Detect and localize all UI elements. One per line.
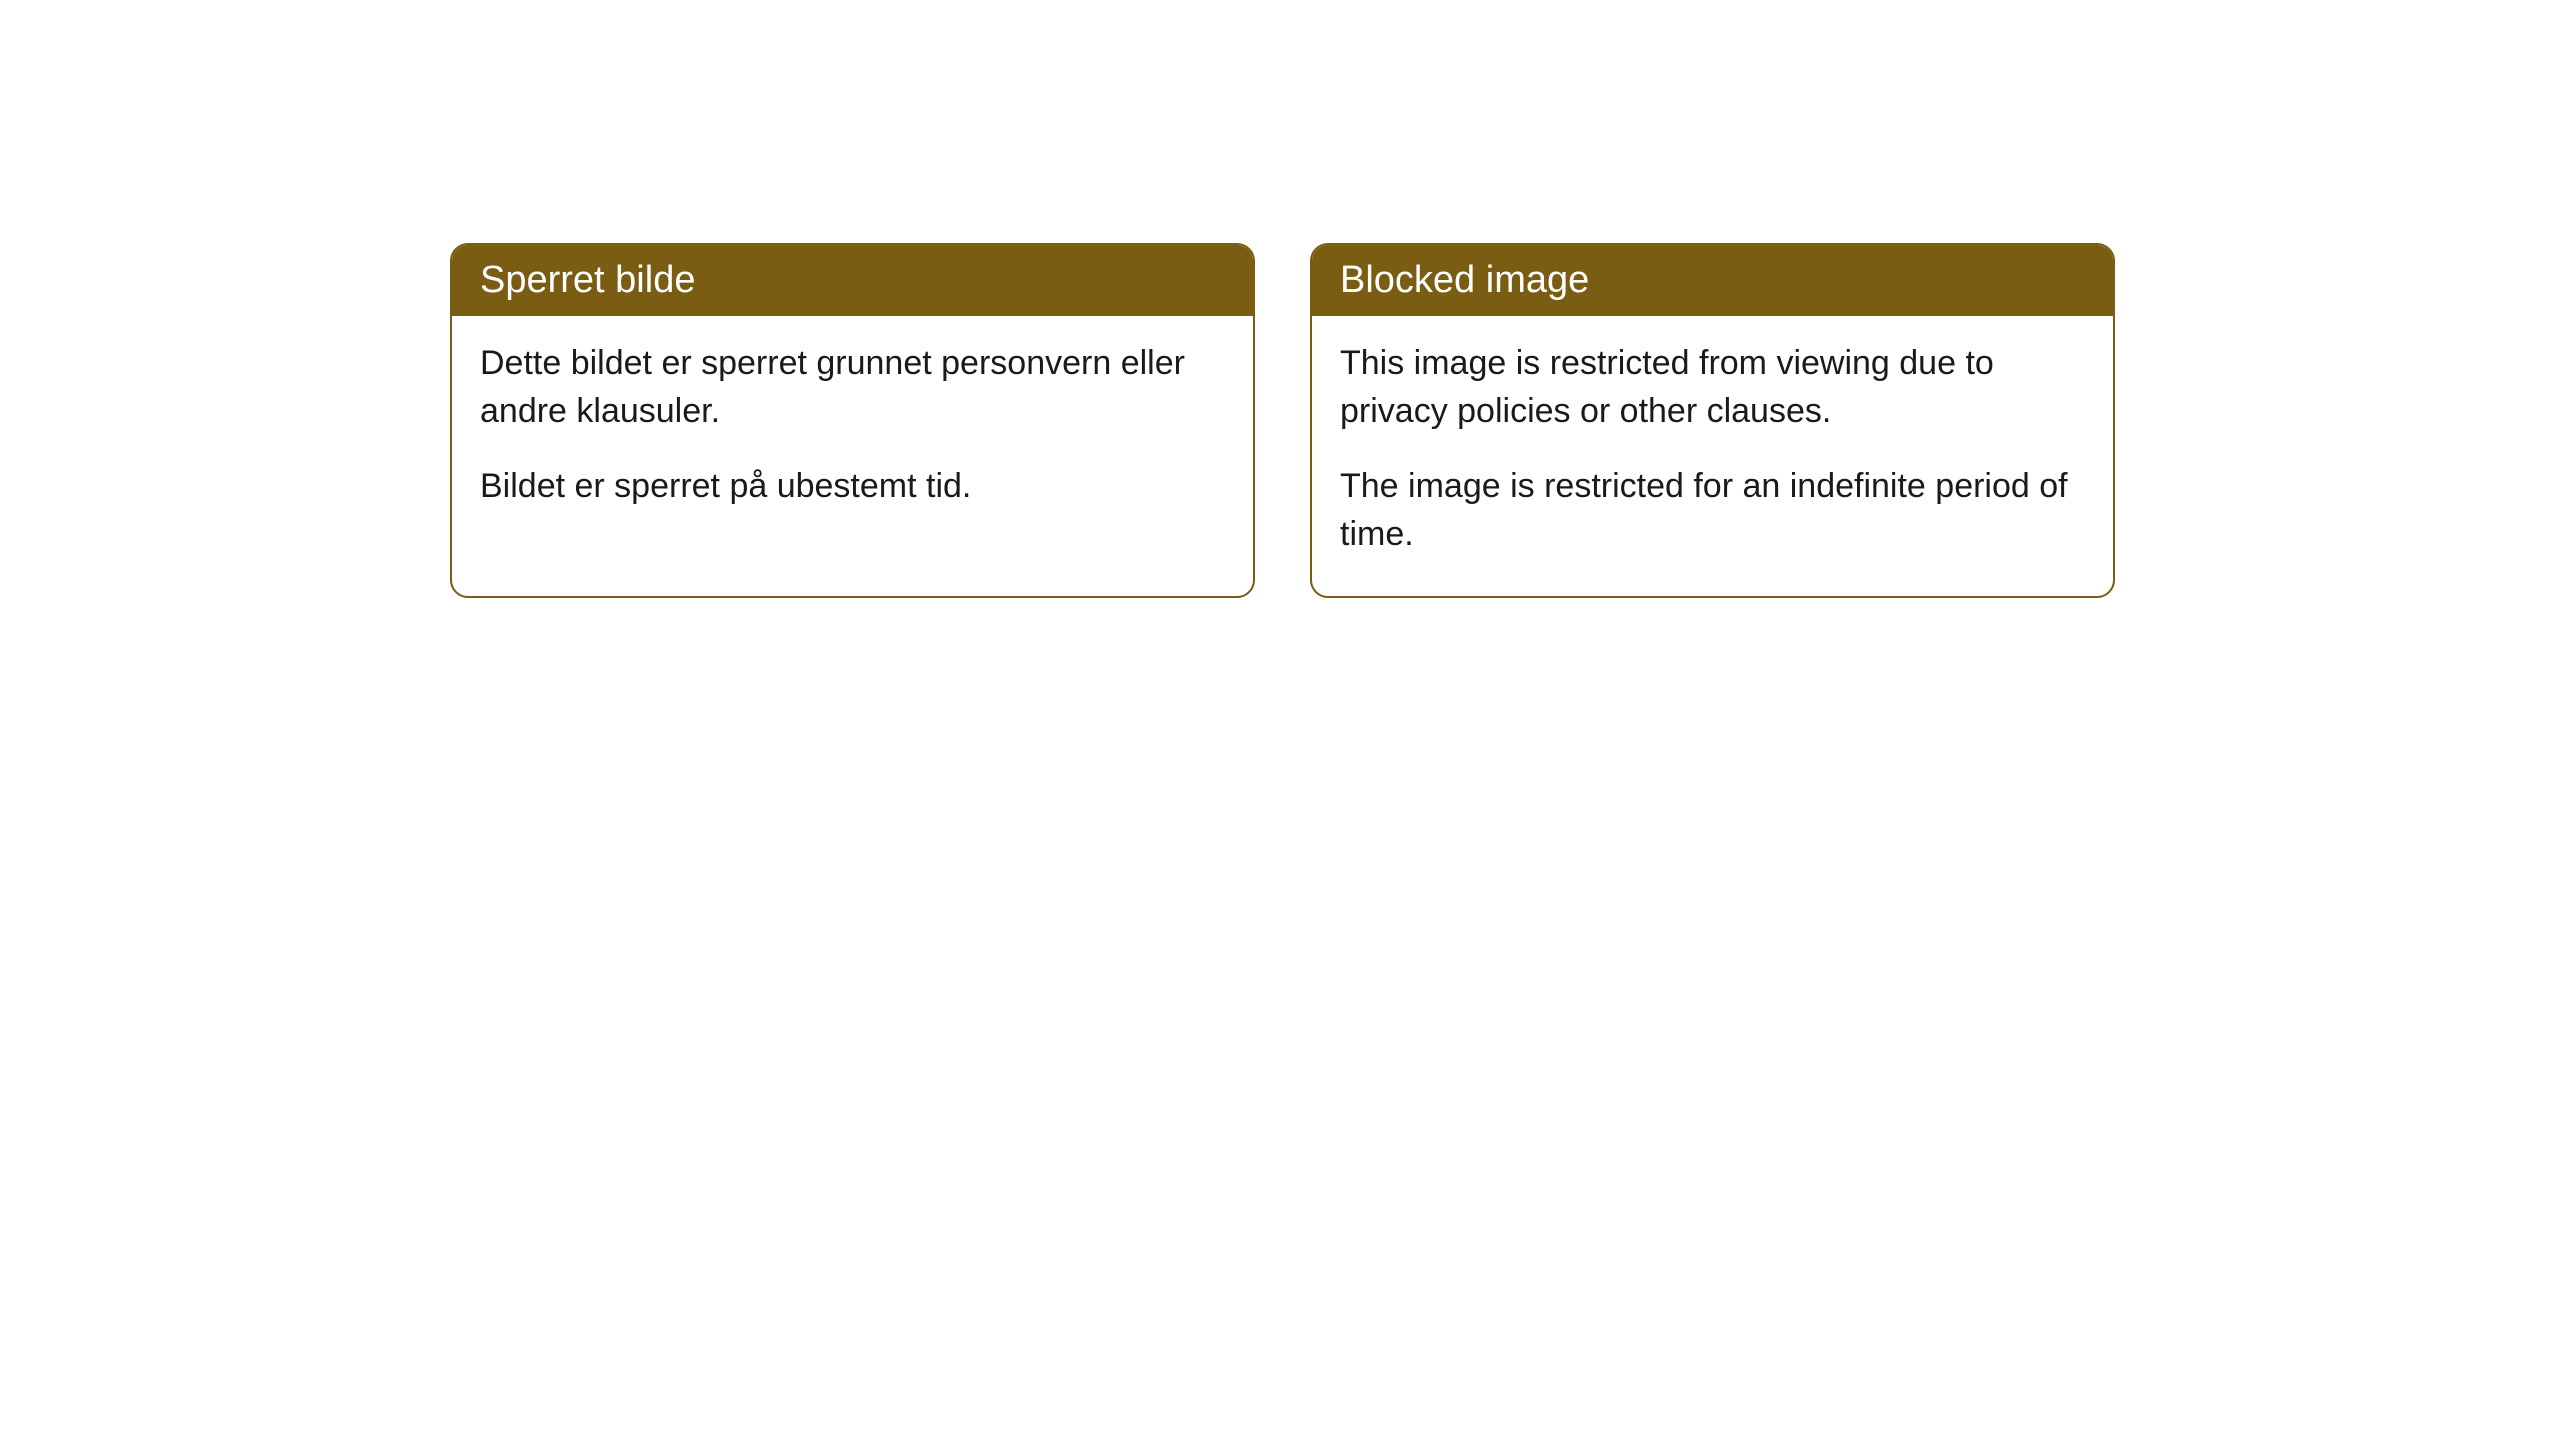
blocked-image-card-en: Blocked image This image is restricted f… [1310,243,2115,598]
card-body-en: This image is restricted from viewing du… [1312,316,2113,596]
card-paragraph-no-1: Dette bildet er sperret grunnet personve… [480,340,1225,435]
card-paragraph-en-2: The image is restricted for an indefinit… [1340,463,2085,558]
blocked-image-card-no: Sperret bilde Dette bildet er sperret gr… [450,243,1255,598]
card-paragraph-en-1: This image is restricted from viewing du… [1340,340,2085,435]
card-body-no: Dette bildet er sperret grunnet personve… [452,316,1253,549]
card-title-no: Sperret bilde [480,259,695,301]
card-paragraph-no-2: Bildet er sperret på ubestemt tid. [480,463,1225,511]
card-header-en: Blocked image [1312,245,2113,316]
card-title-en: Blocked image [1340,259,1589,301]
card-header-no: Sperret bilde [452,245,1253,316]
notice-container: Sperret bilde Dette bildet er sperret gr… [450,243,2115,598]
